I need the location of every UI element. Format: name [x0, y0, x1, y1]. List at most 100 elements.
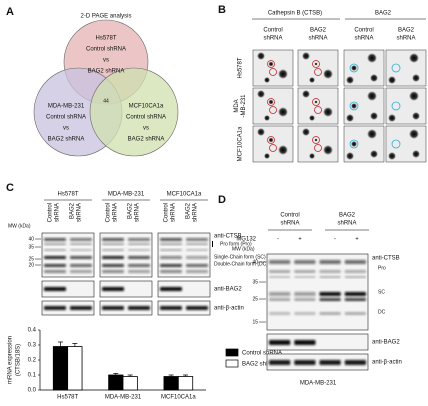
row-label: MDA: [234, 99, 240, 112]
band: [70, 264, 92, 267]
band: [269, 340, 291, 345]
y-tick-label: 0.4: [28, 328, 37, 334]
blot-label: anti-BAG2: [214, 287, 242, 293]
band: [160, 270, 182, 273]
band: [294, 276, 316, 278]
gel-spot: [370, 74, 378, 82]
gel-spot: [278, 69, 288, 79]
venn-text: MCF10CA1a: [129, 104, 164, 110]
marker-circle: [269, 106, 277, 114]
band: [319, 292, 341, 296]
gel-spot: [257, 128, 265, 136]
blot-label: Single-Chain form (SC): [214, 254, 266, 260]
blot: [266, 353, 369, 371]
band: [102, 238, 124, 241]
lane-label: Control: [164, 203, 170, 222]
marker-circle: [269, 68, 277, 76]
mw-tick-label: 25: [28, 256, 34, 262]
panel-label: B: [218, 4, 226, 16]
gel-spot: [314, 100, 318, 104]
error-bar: [183, 374, 189, 377]
mw-title: MW (kDa): [8, 223, 31, 229]
band: [344, 292, 366, 296]
group-label: shRNA: [337, 221, 356, 227]
marker-circle: [391, 139, 401, 149]
venn-text: Hs578T: [95, 36, 116, 42]
gel-image: [252, 49, 294, 87]
band: [128, 270, 150, 273]
venn-text: Control shRNA: [46, 115, 86, 121]
cell-line-label: MDA-MB-231: [300, 381, 337, 387]
error-bar: [127, 374, 133, 377]
group-label: BAG2: [339, 213, 356, 219]
venn-text: Control shRNA: [86, 47, 126, 53]
treatment-state: -: [277, 237, 279, 243]
blot: [41, 280, 95, 298]
gel-spot: [346, 76, 354, 84]
band: [294, 312, 316, 315]
error-bar: [113, 373, 119, 375]
band: [186, 238, 208, 241]
band: [70, 249, 92, 251]
gel-spot: [367, 129, 377, 139]
band: [102, 264, 124, 267]
venn-overlap: 44: [103, 98, 109, 104]
lane-label: BAG2: [70, 202, 76, 219]
mw-tick-label: 15: [252, 319, 258, 325]
blot-label: anti-CTSB: [372, 256, 400, 262]
band: [269, 292, 291, 296]
band: [102, 270, 124, 273]
marker-circle: [267, 60, 275, 68]
venn-text: MDA-MB-231: [48, 104, 85, 110]
band: [186, 249, 208, 251]
marker-circle: [269, 144, 277, 152]
band: [294, 298, 316, 301]
band: [160, 306, 182, 310]
band: [102, 287, 124, 291]
panel-title: 2-D PAGE analysis: [81, 14, 132, 20]
lane-label: BAG2: [128, 202, 134, 219]
column-label: shRNA: [308, 36, 327, 42]
header: Cathepsin B (CTSB): [268, 11, 322, 17]
lane-label: shRNA: [77, 203, 83, 222]
header: BAG2: [375, 11, 392, 17]
marker-circle: [267, 136, 275, 144]
gel-spot: [346, 114, 354, 122]
gel-spot: [264, 153, 270, 159]
legend-label: Control shRNA: [242, 351, 282, 357]
error-bar: [57, 341, 63, 347]
gel-spot: [302, 90, 310, 98]
gel-spot: [412, 150, 420, 158]
bar: [52, 346, 69, 391]
band: [319, 298, 341, 301]
gel-spot: [370, 112, 378, 120]
mw-tick-label: 40: [252, 259, 258, 265]
bracket: [212, 241, 213, 247]
x-tick-label: Hs578T: [57, 395, 78, 401]
band: [128, 264, 150, 267]
gel-spot: [351, 65, 357, 71]
cell-line-label: Hs578T: [57, 192, 78, 198]
gel-spot: [351, 141, 357, 147]
gel-spot: [388, 152, 396, 160]
mw-tick-label: 35: [252, 279, 258, 285]
column-label: Control: [263, 28, 282, 34]
band: [344, 276, 366, 278]
band: [44, 287, 66, 291]
marker-circle: [314, 106, 322, 114]
blot-label: DC: [378, 309, 386, 315]
bar: [163, 376, 179, 391]
gel-spot: [323, 69, 333, 79]
column-label: shRNA: [354, 36, 373, 42]
gel-spot: [388, 114, 396, 122]
band: [44, 243, 66, 245]
venn-text: vs: [63, 126, 69, 132]
blot: [266, 333, 369, 351]
band: [344, 298, 366, 301]
bar: [177, 376, 194, 391]
marker-circle: [267, 98, 275, 106]
band: [102, 249, 124, 251]
band: [70, 256, 92, 259]
gel-spot: [409, 129, 419, 139]
